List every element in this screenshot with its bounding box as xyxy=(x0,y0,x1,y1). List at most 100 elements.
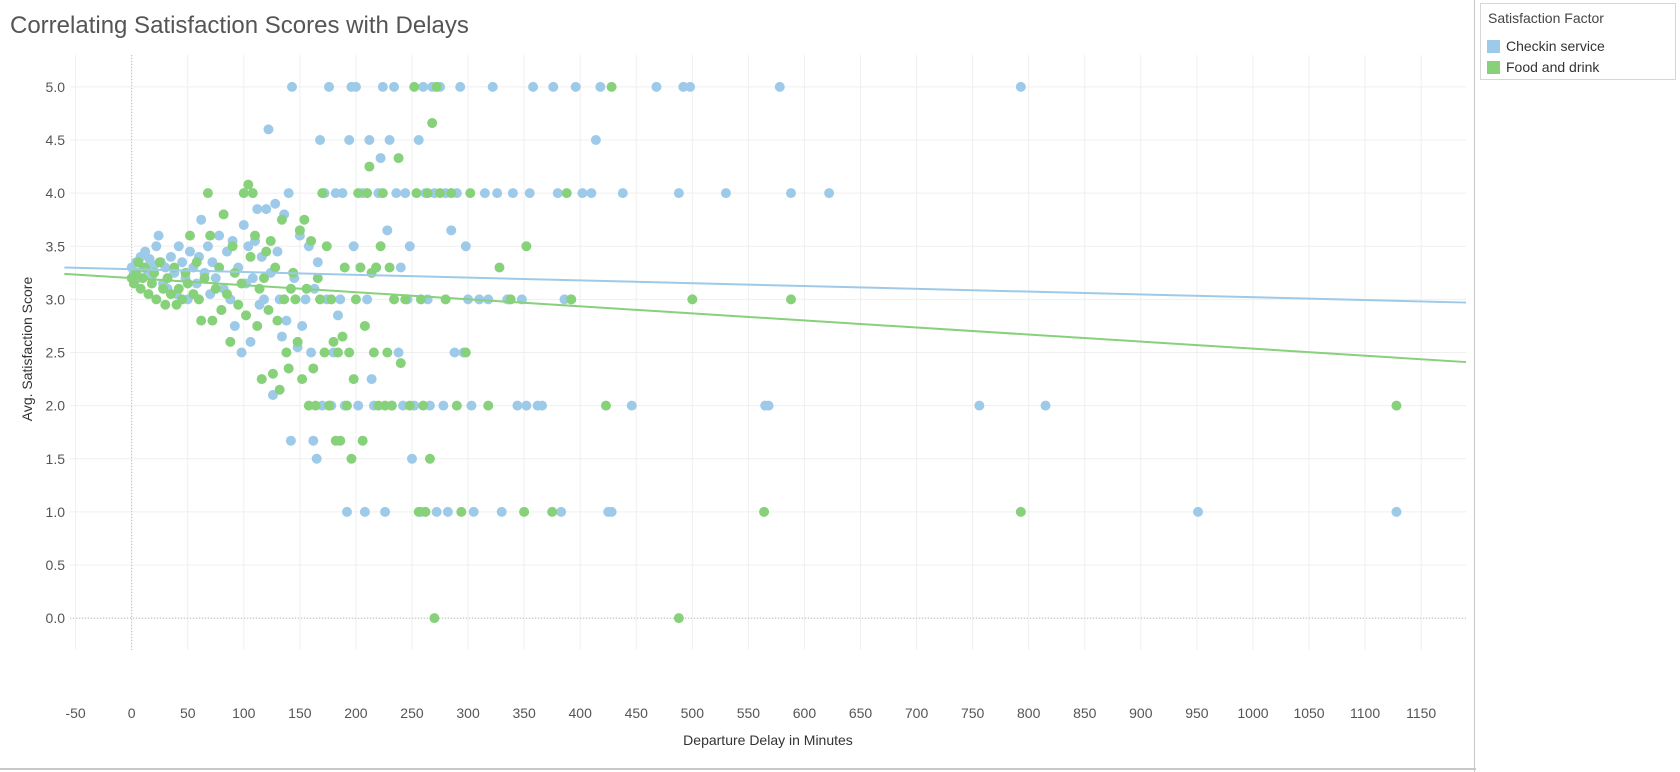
point-checkin-service[interactable] xyxy=(413,135,424,145)
point-checkin-service[interactable] xyxy=(404,241,415,252)
point-food-and-drink[interactable] xyxy=(321,241,332,252)
point-checkin-service[interactable] xyxy=(375,153,386,164)
point-checkin-service[interactable] xyxy=(337,188,348,199)
point-checkin-service[interactable] xyxy=(348,241,359,252)
point-checkin-service[interactable] xyxy=(261,204,272,215)
point-checkin-service[interactable] xyxy=(283,188,294,199)
point-food-and-drink[interactable] xyxy=(341,400,352,411)
point-food-and-drink[interactable] xyxy=(158,283,169,294)
point-food-and-drink[interactable] xyxy=(299,214,310,225)
point-food-and-drink[interactable] xyxy=(216,305,227,315)
point-food-and-drink[interactable] xyxy=(326,294,337,305)
point-checkin-service[interactable] xyxy=(442,506,453,517)
point-checkin-service[interactable] xyxy=(214,230,225,241)
point-checkin-service[interactable] xyxy=(173,241,184,252)
point-checkin-service[interactable] xyxy=(528,81,539,92)
point-checkin-service[interactable] xyxy=(974,400,985,411)
point-food-and-drink[interactable] xyxy=(214,262,225,273)
point-checkin-service[interactable] xyxy=(252,204,263,215)
point-checkin-service[interactable] xyxy=(479,188,490,199)
point-food-and-drink[interactable] xyxy=(263,305,274,315)
point-checkin-service[interactable] xyxy=(466,400,477,411)
point-checkin-service[interactable] xyxy=(524,188,535,199)
point-checkin-service[interactable] xyxy=(300,294,311,305)
point-food-and-drink[interactable] xyxy=(422,188,433,199)
point-food-and-drink[interactable] xyxy=(133,257,144,268)
point-food-and-drink[interactable] xyxy=(440,294,451,305)
point-checkin-service[interactable] xyxy=(350,81,361,92)
point-food-and-drink[interactable] xyxy=(143,289,154,300)
point-food-and-drink[interactable] xyxy=(177,294,188,305)
point-food-and-drink[interactable] xyxy=(184,230,195,241)
point-checkin-service[interactable] xyxy=(577,188,588,199)
point-food-and-drink[interactable] xyxy=(377,188,388,199)
point-checkin-service[interactable] xyxy=(537,400,548,411)
point-food-and-drink[interactable] xyxy=(344,347,355,358)
point-checkin-service[interactable] xyxy=(287,81,298,92)
point-food-and-drink[interactable] xyxy=(359,320,370,331)
point-food-and-drink[interactable] xyxy=(371,262,382,273)
point-food-and-drink[interactable] xyxy=(362,188,373,199)
point-food-and-drink[interactable] xyxy=(227,241,238,252)
point-food-and-drink[interactable] xyxy=(424,453,435,464)
point-checkin-service[interactable] xyxy=(196,214,207,225)
point-food-and-drink[interactable] xyxy=(290,294,301,305)
point-food-and-drink[interactable] xyxy=(420,506,431,517)
point-checkin-service[interactable] xyxy=(595,81,606,92)
point-food-and-drink[interactable] xyxy=(400,294,411,305)
point-food-and-drink[interactable] xyxy=(247,188,258,199)
point-food-and-drink[interactable] xyxy=(431,81,442,92)
point-checkin-service[interactable] xyxy=(380,506,391,517)
point-checkin-service[interactable] xyxy=(460,241,471,252)
point-checkin-service[interactable] xyxy=(324,81,335,92)
point-checkin-service[interactable] xyxy=(276,331,287,342)
legend-item-checkin-service[interactable]: Checkin service xyxy=(1487,37,1605,55)
point-food-and-drink[interactable] xyxy=(600,400,611,411)
point-checkin-service[interactable] xyxy=(626,400,637,411)
point-checkin-service[interactable] xyxy=(382,225,393,236)
point-food-and-drink[interactable] xyxy=(521,241,532,252)
point-food-and-drink[interactable] xyxy=(154,257,165,268)
point-food-and-drink[interactable] xyxy=(297,374,308,385)
point-food-and-drink[interactable] xyxy=(411,188,422,199)
point-food-and-drink[interactable] xyxy=(759,506,770,517)
point-checkin-service[interactable] xyxy=(1391,506,1402,517)
point-food-and-drink[interactable] xyxy=(191,257,202,268)
point-checkin-service[interactable] xyxy=(774,81,785,92)
point-checkin-service[interactable] xyxy=(431,506,442,517)
point-checkin-service[interactable] xyxy=(236,347,247,358)
point-checkin-service[interactable] xyxy=(720,188,731,199)
point-food-and-drink[interactable] xyxy=(375,241,386,252)
point-checkin-service[interactable] xyxy=(341,506,352,517)
point-food-and-drink[interactable] xyxy=(173,283,184,294)
point-checkin-service[interactable] xyxy=(297,320,308,331)
point-food-and-drink[interactable] xyxy=(162,273,173,284)
point-checkin-service[interactable] xyxy=(418,81,429,92)
point-food-and-drink[interactable] xyxy=(146,278,157,289)
point-food-and-drink[interactable] xyxy=(409,81,420,92)
point-checkin-service[interactable] xyxy=(406,453,417,464)
point-checkin-service[interactable] xyxy=(353,400,364,411)
point-checkin-service[interactable] xyxy=(512,400,523,411)
point-food-and-drink[interactable] xyxy=(328,336,339,347)
point-checkin-service[interactable] xyxy=(377,81,388,92)
point-checkin-service[interactable] xyxy=(245,336,256,347)
point-checkin-service[interactable] xyxy=(306,347,317,358)
point-food-and-drink[interactable] xyxy=(252,320,263,331)
point-checkin-service[interactable] xyxy=(281,315,292,326)
point-checkin-service[interactable] xyxy=(548,81,559,92)
point-food-and-drink[interactable] xyxy=(245,251,256,262)
point-food-and-drink[interactable] xyxy=(250,230,261,241)
point-food-and-drink[interactable] xyxy=(225,336,236,347)
point-food-and-drink[interactable] xyxy=(274,384,285,395)
point-food-and-drink[interactable] xyxy=(348,374,359,385)
point-checkin-service[interactable] xyxy=(272,246,283,257)
point-checkin-service[interactable] xyxy=(165,251,176,262)
point-checkin-service[interactable] xyxy=(177,257,188,268)
point-food-and-drink[interactable] xyxy=(180,267,191,278)
point-checkin-service[interactable] xyxy=(617,188,628,199)
point-food-and-drink[interactable] xyxy=(205,230,216,241)
point-food-and-drink[interactable] xyxy=(267,368,278,379)
point-food-and-drink[interactable] xyxy=(547,506,558,517)
point-checkin-service[interactable] xyxy=(263,124,274,135)
